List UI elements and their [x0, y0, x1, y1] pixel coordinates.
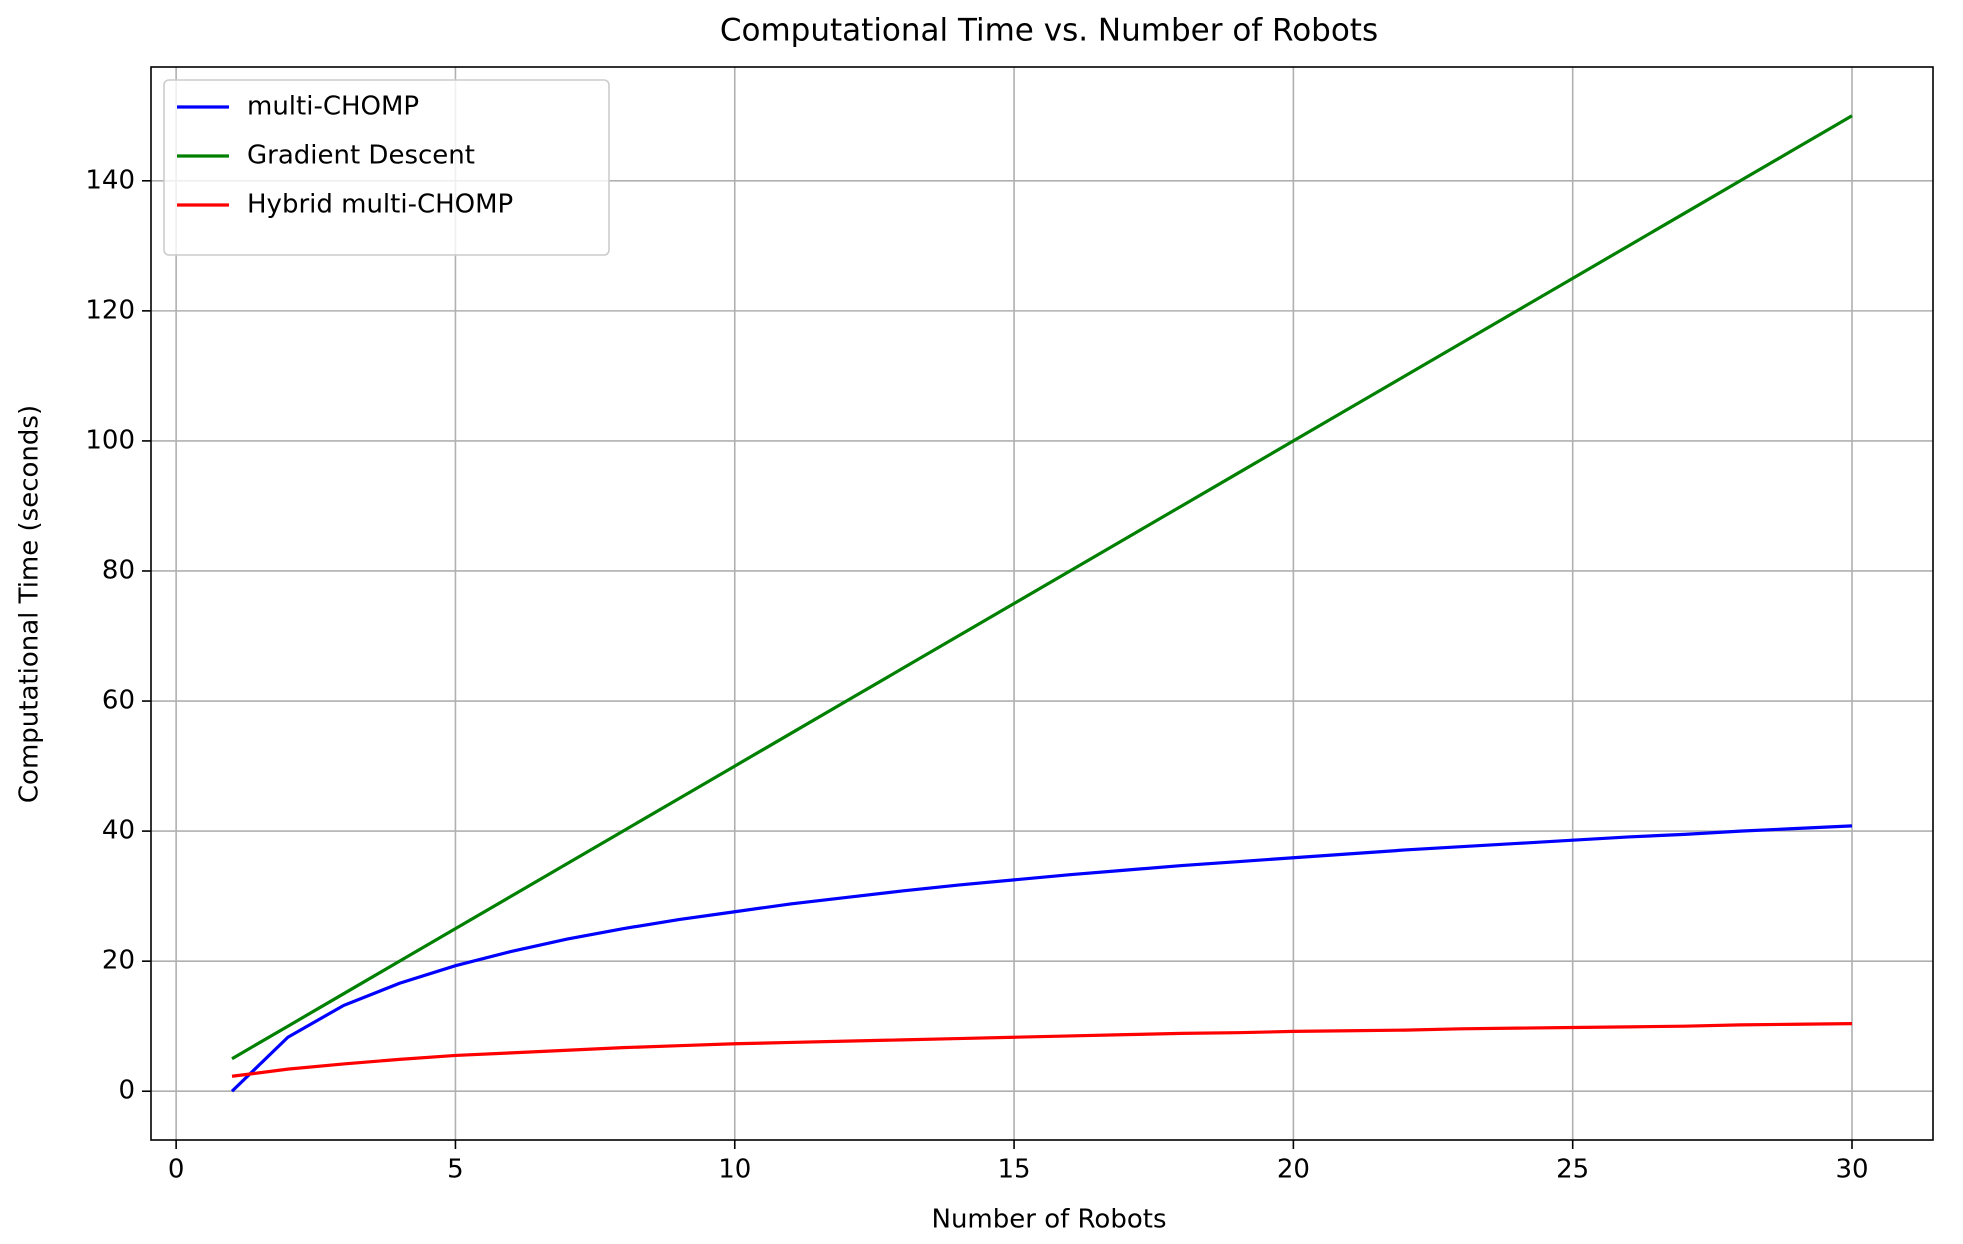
y-tick-label: 20	[102, 946, 135, 976]
y-axis-label: Computational Time (seconds)	[15, 405, 45, 803]
x-tick-label: 30	[1835, 1155, 1868, 1185]
x-tick-label: 5	[447, 1155, 464, 1185]
y-tick-label: 60	[102, 686, 135, 716]
y-tick-label: 140	[85, 165, 135, 195]
series-line	[230, 824, 1853, 1093]
legend-box	[163, 79, 610, 256]
legend-label: multi-CHOMP	[247, 92, 419, 122]
x-tick-label: 10	[718, 1155, 751, 1185]
y-tick-label: 100	[85, 425, 135, 455]
series-line	[231, 1022, 1853, 1078]
x-tick-label: 0	[168, 1155, 185, 1185]
x-tick-label: 25	[1556, 1155, 1589, 1185]
y-tick-label: 40	[102, 816, 135, 846]
x-tick-label: 20	[1277, 1155, 1310, 1185]
chart-title: Computational Time vs. Number of Robots	[720, 13, 1378, 49]
y-tick-label: 80	[102, 555, 135, 585]
legend-label: Hybrid multi-CHOMP	[247, 190, 513, 220]
x-axis-label: Number of Robots	[932, 1205, 1167, 1235]
y-tick-label: 120	[85, 295, 135, 325]
x-tick-label: 15	[998, 1155, 1031, 1185]
series-line	[231, 114, 1853, 1061]
plot-frame	[150, 66, 1934, 1141]
legend-label: Gradient Descent	[247, 141, 475, 171]
y-tick-label: 0	[118, 1076, 135, 1106]
legend: multi-CHOMP Gradient Descent Hybrid multi-…	[163, 79, 610, 256]
